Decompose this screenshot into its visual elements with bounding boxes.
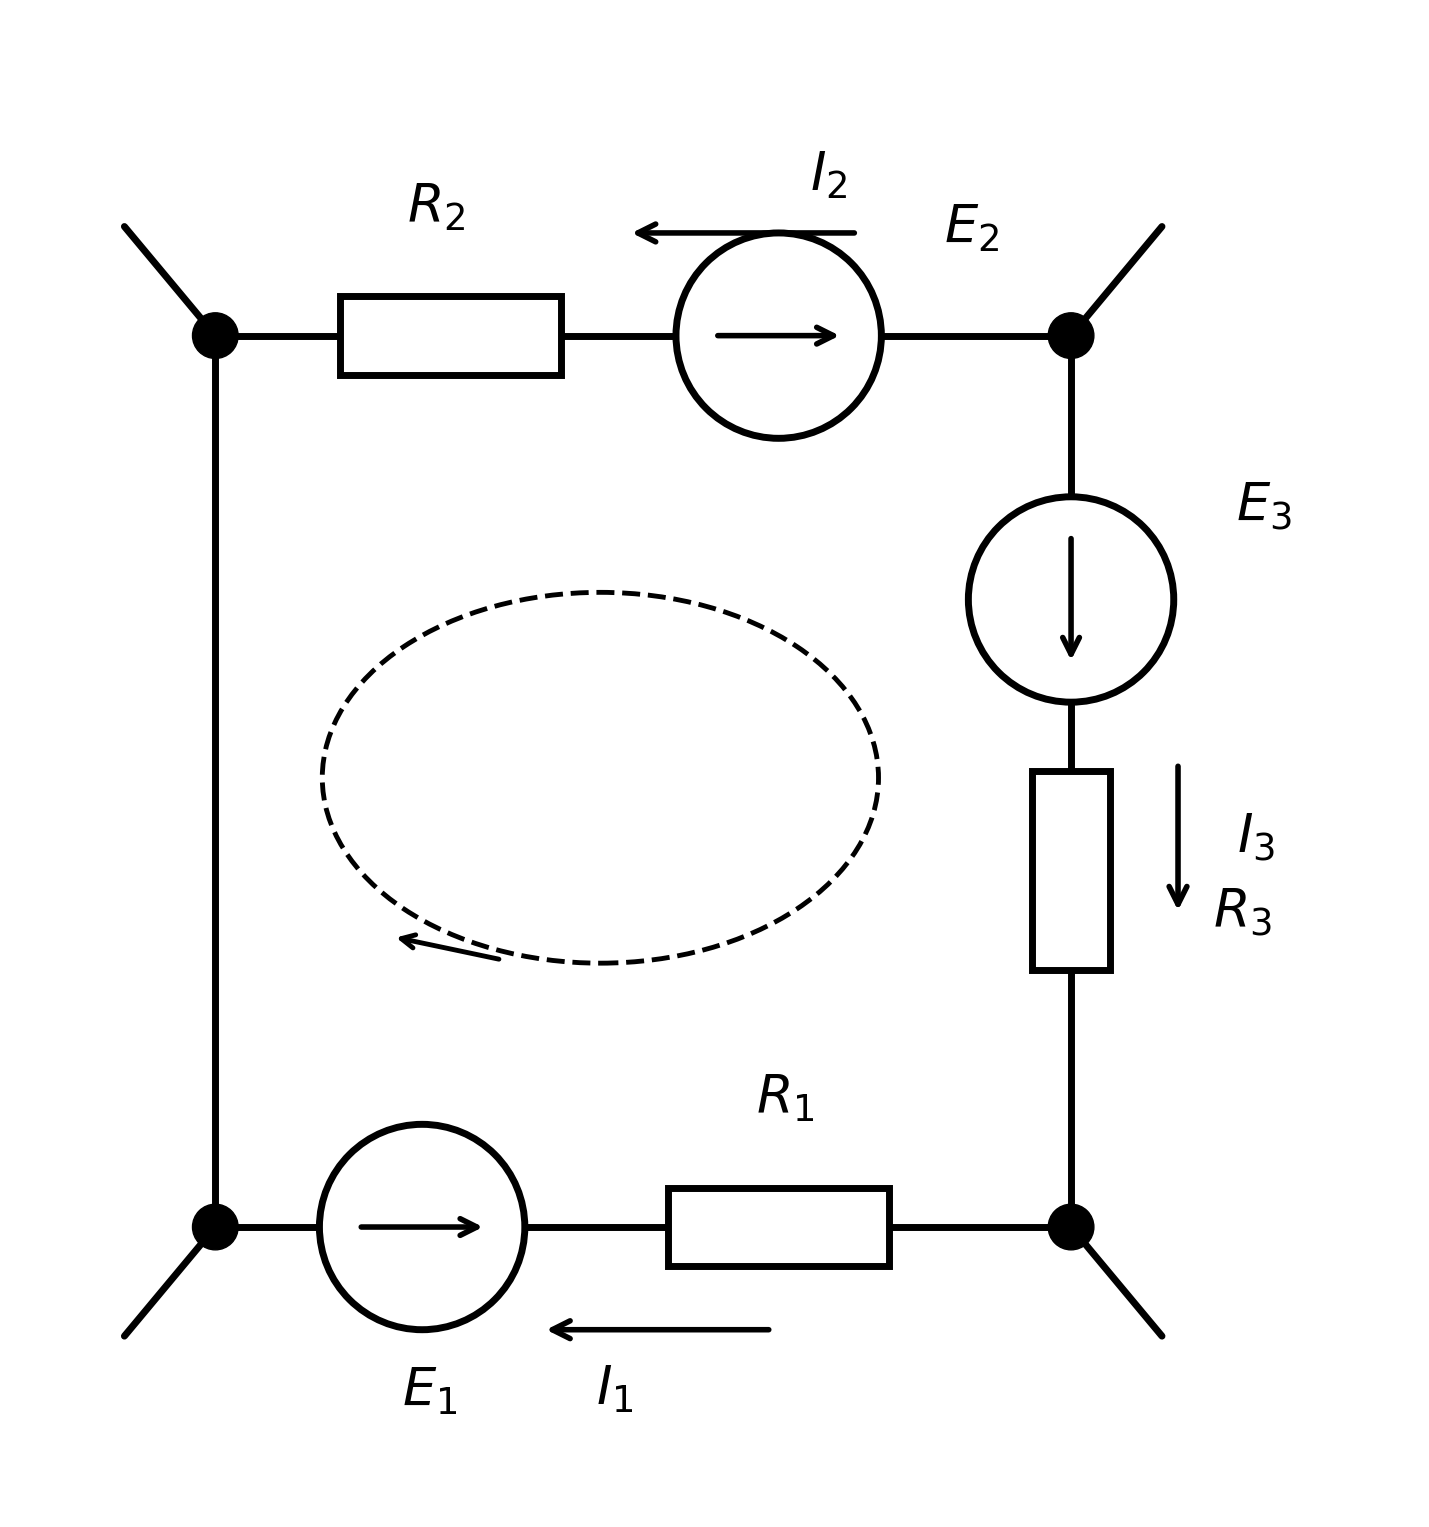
Circle shape xyxy=(1049,1205,1093,1249)
Text: $E_3$: $E_3$ xyxy=(1236,481,1292,533)
Text: $R_2$: $R_2$ xyxy=(407,182,466,234)
Circle shape xyxy=(193,1205,239,1249)
Text: $I_2$: $I_2$ xyxy=(810,150,847,202)
Circle shape xyxy=(676,234,882,438)
Text: $R_1$: $R_1$ xyxy=(756,1073,815,1124)
Text: $I_3$: $I_3$ xyxy=(1238,812,1276,864)
Circle shape xyxy=(969,496,1173,702)
Bar xyxy=(340,296,562,374)
Circle shape xyxy=(193,313,239,359)
Text: $E_1$: $E_1$ xyxy=(402,1365,457,1417)
Bar xyxy=(1032,771,1110,970)
Circle shape xyxy=(320,1124,524,1330)
Bar xyxy=(669,1188,889,1266)
Text: $I_1$: $I_1$ xyxy=(596,1364,633,1416)
Circle shape xyxy=(1049,313,1093,359)
Text: $R_3$: $R_3$ xyxy=(1213,887,1272,939)
Text: $E_2$: $E_2$ xyxy=(943,203,999,255)
